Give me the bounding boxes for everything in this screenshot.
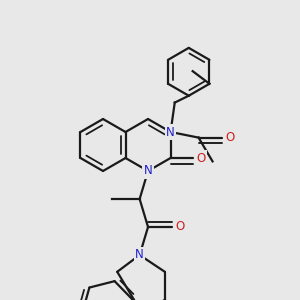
Text: O: O (226, 131, 235, 144)
Text: O: O (196, 152, 206, 164)
Text: O: O (175, 220, 184, 233)
Text: N: N (144, 164, 152, 178)
Text: N: N (166, 125, 175, 139)
Text: N: N (135, 248, 144, 262)
